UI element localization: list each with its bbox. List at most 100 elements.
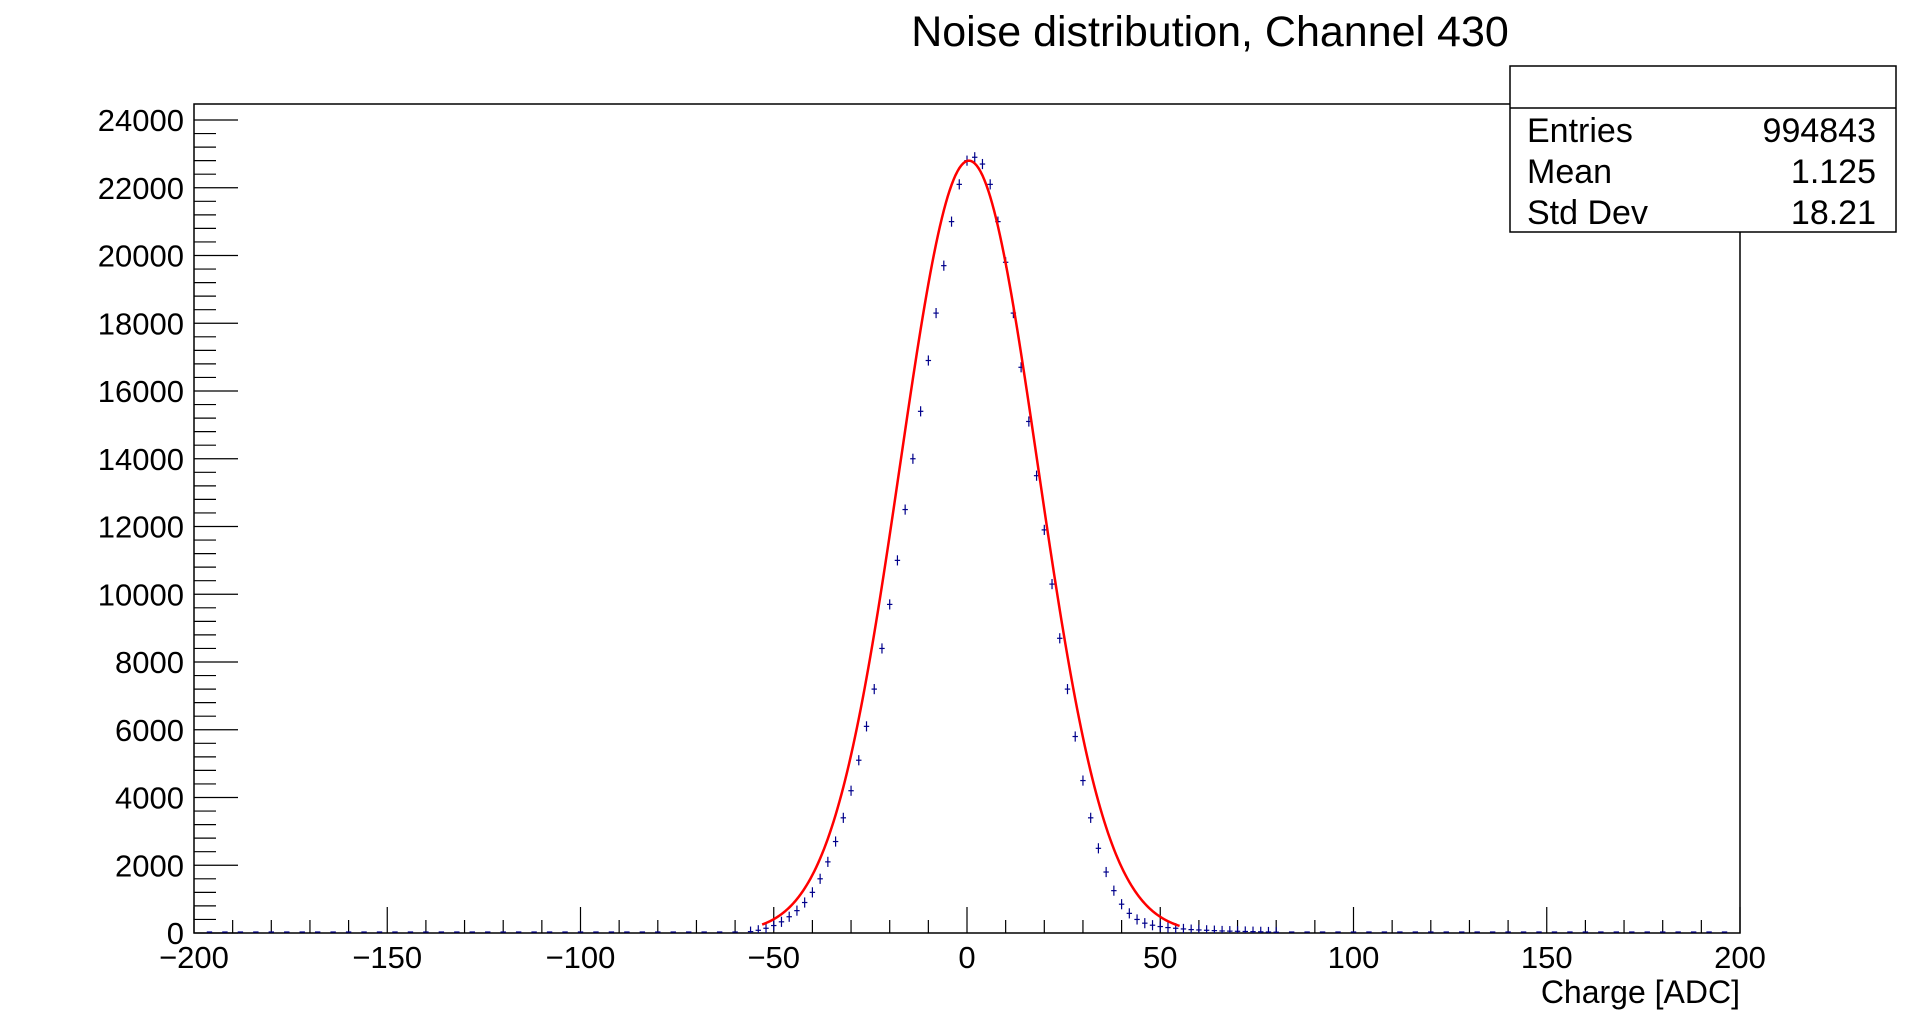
data-point xyxy=(809,887,816,898)
data-point xyxy=(794,905,800,916)
data-point xyxy=(1134,914,1140,925)
data-point xyxy=(910,453,916,464)
data-point xyxy=(1126,908,1133,919)
stats-stddev-label: Std Dev xyxy=(1527,194,1648,232)
data-point xyxy=(817,873,823,884)
data-points xyxy=(206,152,1728,933)
plot-frame xyxy=(193,103,1741,934)
data-point xyxy=(1080,775,1086,786)
y-tick-label: 0 xyxy=(167,916,184,951)
data-point xyxy=(1265,926,1272,933)
y-axis-ticks xyxy=(194,119,238,934)
y-tick-label: 10000 xyxy=(98,577,184,612)
data-point xyxy=(1041,524,1048,535)
data-point xyxy=(886,599,893,610)
y-tick-label: 2000 xyxy=(115,848,184,883)
data-point xyxy=(1180,923,1187,933)
data-point xyxy=(925,355,932,366)
y-tick-label: 18000 xyxy=(98,306,184,341)
data-point xyxy=(917,406,924,417)
data-point xyxy=(863,721,870,732)
data-point xyxy=(1273,927,1279,933)
data-point xyxy=(1203,925,1210,933)
stats-mean-value: 1.125 xyxy=(1791,153,1876,191)
x-tick-label: 50 xyxy=(1143,940,1177,975)
x-tick-label: −50 xyxy=(747,940,800,975)
x-tick-label: −200 xyxy=(159,940,229,975)
y-tick-label: 20000 xyxy=(98,239,184,274)
x-tick-label: 150 xyxy=(1521,940,1573,975)
data-point xyxy=(1072,731,1078,742)
data-point xyxy=(987,179,993,190)
data-point xyxy=(1242,926,1248,933)
data-point xyxy=(933,308,939,319)
y-tick-label: 8000 xyxy=(115,645,184,680)
data-point xyxy=(1064,684,1071,695)
data-point xyxy=(832,836,839,847)
data-point xyxy=(1057,633,1063,644)
data-point xyxy=(902,504,908,515)
stats-mean-label: Mean xyxy=(1527,153,1612,191)
data-point xyxy=(1118,899,1125,910)
data-point xyxy=(755,925,761,933)
stats-stddev-value: 18.21 xyxy=(1791,194,1876,232)
x-tick-label: 200 xyxy=(1714,940,1766,975)
y-tick-label: 6000 xyxy=(115,713,184,748)
y-tick-label: 16000 xyxy=(98,374,184,409)
data-point xyxy=(801,897,808,908)
x-tick-label: −150 xyxy=(352,940,422,975)
data-point xyxy=(1258,926,1264,933)
y-tick-label: 24000 xyxy=(98,103,184,138)
data-point xyxy=(1211,925,1218,933)
x-tick-label: 100 xyxy=(1328,940,1380,975)
data-point xyxy=(1111,885,1117,896)
data-point xyxy=(771,920,777,931)
data-point xyxy=(747,926,754,933)
data-point xyxy=(941,260,947,271)
data-point xyxy=(1196,924,1202,933)
data-point xyxy=(778,916,785,927)
data-point xyxy=(979,158,986,170)
data-point xyxy=(825,856,831,867)
x-tick-label: 0 xyxy=(958,940,975,975)
stats-entries-label: Entries xyxy=(1527,112,1633,150)
x-tick-label: −100 xyxy=(546,940,616,975)
y-tick-label: 22000 xyxy=(98,171,184,206)
data-point xyxy=(1165,922,1171,933)
data-point xyxy=(1188,924,1194,933)
y-axis-tick-labels: 0 2000 4000 6000 8000 10000 12000 14000 16000 180… xyxy=(98,103,184,951)
data-point xyxy=(786,911,792,922)
chart-title: Noise distribution, Channel 430 xyxy=(911,8,1509,56)
data-point xyxy=(1103,866,1109,878)
data-point xyxy=(1219,925,1225,933)
data-point xyxy=(956,179,962,190)
data-point xyxy=(1087,812,1094,823)
y-tick-label: 14000 xyxy=(98,442,184,477)
x-axis-tick-labels: −200 −150 −100 −50 0 50 100 150 200 xyxy=(159,940,1766,975)
x-axis-ticks xyxy=(193,907,1741,933)
data-point xyxy=(972,152,978,163)
data-point xyxy=(1250,926,1256,933)
data-point xyxy=(894,555,901,566)
data-point xyxy=(1142,918,1148,929)
x-axis-label: Charge [ADC] xyxy=(1541,974,1740,1010)
gaussian-fit-curve xyxy=(761,159,1180,928)
y-tick-label: 12000 xyxy=(98,510,184,545)
data-point xyxy=(948,216,955,227)
data-point xyxy=(763,923,769,933)
data-point xyxy=(840,812,847,823)
y-tick-label: 4000 xyxy=(115,781,184,816)
data-point xyxy=(1149,920,1156,931)
data-point xyxy=(1095,843,1102,854)
data-point xyxy=(871,684,877,695)
data-point xyxy=(1234,926,1241,933)
data-point xyxy=(1227,926,1233,933)
stats-entries-value: 994843 xyxy=(1763,112,1876,150)
data-point xyxy=(856,755,862,766)
stats-box: Entries 994843 Mean 1.125 Std Dev 18.21 xyxy=(1509,65,1897,233)
stats-box-frame xyxy=(1509,65,1897,233)
data-point xyxy=(879,643,885,654)
data-point xyxy=(1157,921,1163,932)
data-point xyxy=(1049,579,1055,590)
